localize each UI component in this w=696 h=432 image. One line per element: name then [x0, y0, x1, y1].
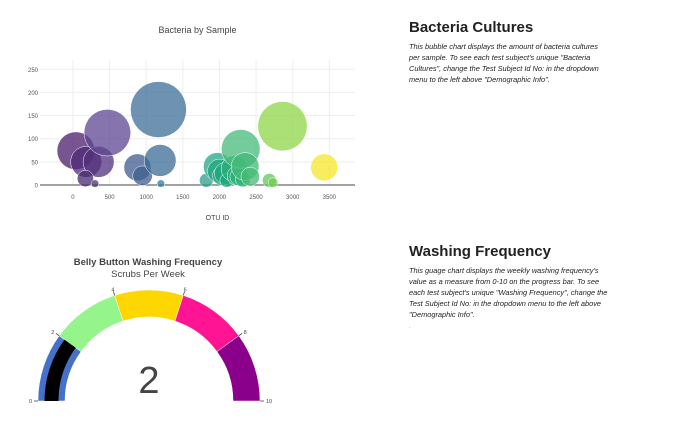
- gauge-tick-label: 10: [266, 399, 272, 405]
- bubble-point: [130, 81, 187, 138]
- bacteria-cultures-info: Bacteria Cultures This bubble chart disp…: [409, 19, 609, 85]
- y-tick-label: 0: [35, 184, 39, 190]
- gauge-value-bar: [44, 339, 76, 401]
- x-axis-label: OTU ID: [206, 215, 230, 222]
- bubble-chart-title: Bacteria by Sample: [158, 25, 236, 35]
- washing-frequency-info: Washing Frequency This guage chart displ…: [409, 243, 609, 330]
- y-tick-label: 200: [28, 91, 39, 97]
- washing-frequency-description: This guage chart displays the weekly was…: [409, 266, 608, 319]
- washing-frequency-heading: Washing Frequency: [409, 243, 551, 260]
- x-tick-label: 2000: [213, 195, 227, 201]
- bubble-point: [156, 179, 165, 188]
- gauge-chart[interactable]: Belly Button Washing Frequency Scrubs Per…: [0, 240, 300, 427]
- gauge-title: Belly Button Washing Frequency: [74, 257, 223, 268]
- bubble-point: [257, 101, 308, 152]
- x-tick-label: 2500: [249, 195, 263, 201]
- bubble-point: [83, 109, 131, 157]
- bubble-chart[interactable]: Bacteria by Sample 0 50 100 150 200 250 0 500 100…: [0, 0, 380, 230]
- y-tick-label: 50: [31, 160, 38, 166]
- bubble-point: [90, 179, 99, 188]
- y-tick-label: 100: [28, 137, 39, 143]
- y-tick-label: 250: [28, 68, 39, 74]
- bacteria-cultures-description: This bubble chart displays the amount of…: [409, 42, 599, 84]
- gauge-subtitle: Scrubs Per Week: [111, 269, 185, 280]
- gauge-tick-label: 2: [51, 330, 54, 336]
- y-tick-label: 150: [28, 114, 39, 120]
- gauge-step: [114, 289, 184, 322]
- gauge-tick-label: 8: [244, 330, 247, 336]
- gauge-tick-label: 0: [29, 399, 32, 405]
- gauge-step: [216, 335, 261, 402]
- gauge-tick: [55, 333, 60, 337]
- x-tick-label: 3000: [286, 195, 300, 201]
- x-tick-label: 0: [71, 195, 75, 201]
- gauge-tick: [113, 291, 116, 296]
- gauge-tick-label: 6: [184, 288, 187, 294]
- bubble-point: [240, 167, 260, 187]
- x-tick-label: 3500: [323, 195, 337, 201]
- x-tick-label: 1000: [140, 195, 154, 201]
- bubble-point: [76, 170, 94, 187]
- x-tick-label: 1500: [176, 195, 190, 201]
- bubble-point: [143, 144, 177, 177]
- gauge-value: 2: [138, 360, 159, 402]
- bubble-point: [267, 177, 279, 188]
- bubble-point: [132, 165, 153, 186]
- trailing-mark: .: [409, 324, 411, 330]
- x-tick-label: 500: [105, 195, 116, 201]
- gauge-tick-label: 4: [111, 288, 114, 294]
- gauge-tick: [238, 333, 243, 337]
- bubble-point: [310, 153, 339, 182]
- bacteria-cultures-heading: Bacteria Cultures: [409, 19, 534, 36]
- gauge-tick: [182, 291, 185, 296]
